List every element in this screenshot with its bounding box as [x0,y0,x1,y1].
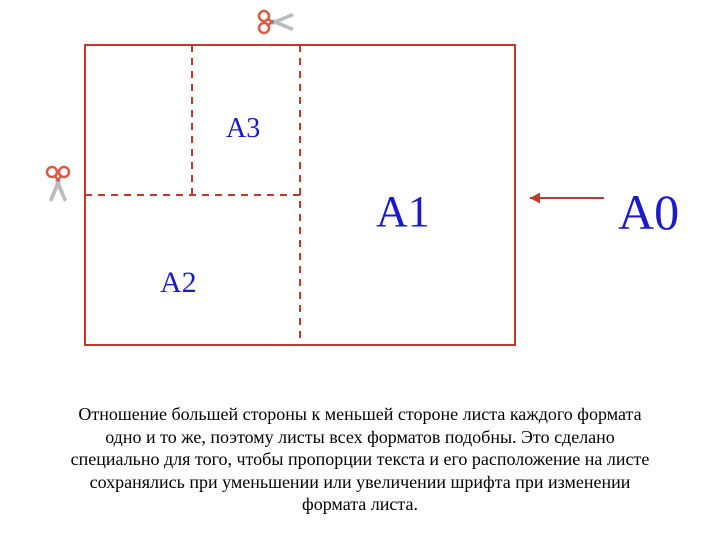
format-label-a2: A2 [160,266,197,300]
format-label-a1: A1 [376,186,430,237]
caption-text: Отношение большей стороны к меньшей стор… [60,403,660,516]
format-label-a0: A0 [618,183,679,241]
format-label-a3: A3 [226,113,260,145]
